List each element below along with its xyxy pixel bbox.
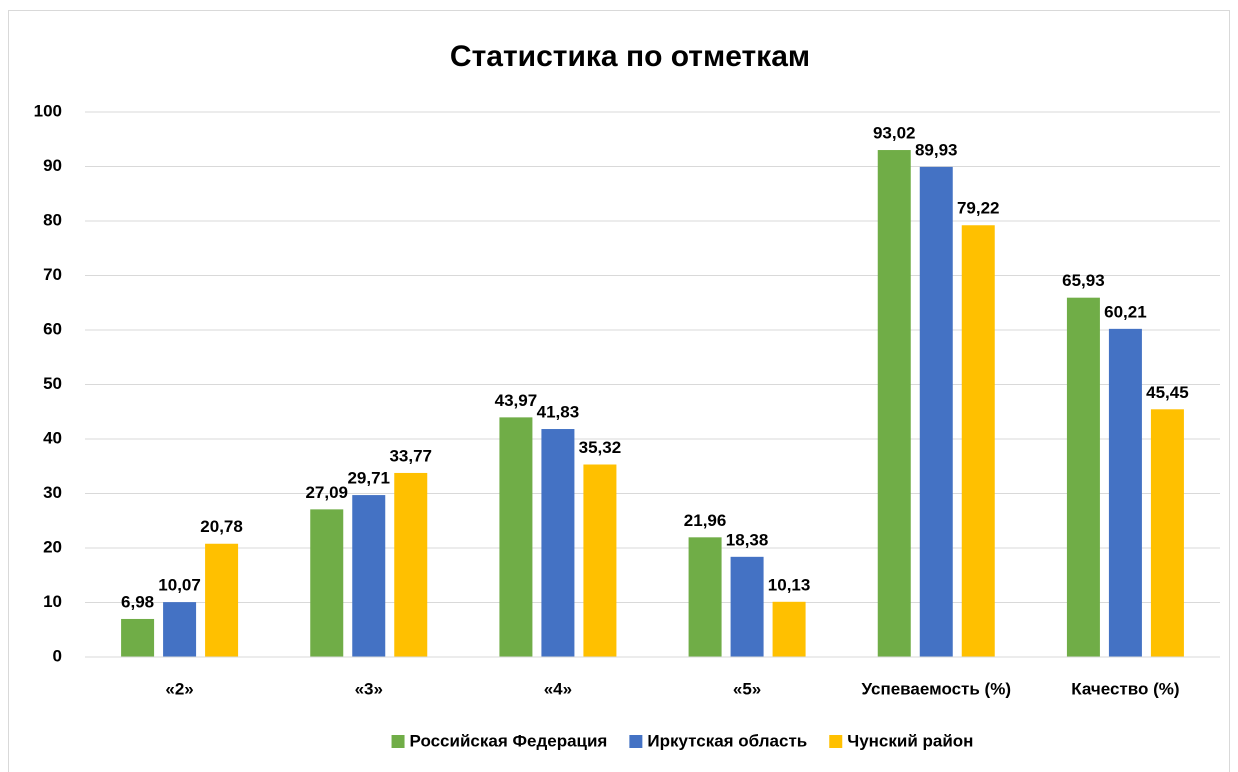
bar [1066,297,1100,657]
x-tick-label: «5» [733,679,761,698]
data-label: 20,78 [200,517,243,536]
data-label: 43,97 [495,391,538,410]
y-tick-label: 90 [43,156,62,175]
x-tick-label: «4» [544,679,572,698]
y-tick-label: 60 [43,319,62,338]
data-label: 10,13 [768,575,811,594]
y-tick-label: 70 [43,265,62,284]
bar [121,618,155,657]
data-label: 18,38 [726,530,769,549]
y-tick-label: 20 [43,537,62,556]
y-tick-label: 100 [34,101,62,120]
bar [877,150,911,657]
x-tick-label: Успеваемость (%) [862,679,1012,698]
bar [541,429,575,657]
data-label: 6,98 [121,592,154,611]
chart-title: Статистика по отметкам [450,40,810,73]
legend-swatch [829,735,843,748]
bar [310,509,344,657]
bar [688,537,722,657]
y-tick-label: 30 [43,483,62,502]
bar [583,464,617,657]
bar [205,543,239,657]
data-label: 10,07 [158,576,201,595]
y-tick-label: 0 [53,646,62,665]
bar [1108,328,1142,657]
y-tick-label: 40 [43,428,62,447]
y-tick-label: 80 [43,210,62,229]
data-label: 65,93 [1062,271,1105,290]
legend-swatch [391,735,405,748]
bar [772,601,806,657]
legend-swatch [629,735,643,748]
data-label: 33,77 [389,446,432,465]
data-label: 93,02 [873,124,916,143]
data-label: 41,83 [537,403,580,422]
legend-label: Чунский район [847,731,973,750]
data-label: 29,71 [347,469,390,488]
x-tick-label: «2» [165,679,193,698]
data-label: 45,45 [1146,383,1189,402]
bar [163,602,197,657]
data-label: 89,93 [915,140,958,159]
data-label: 27,09 [305,483,348,502]
bar [919,166,953,657]
bar [961,225,995,657]
y-tick-label: 50 [43,374,62,393]
data-label: 60,21 [1104,302,1147,321]
data-label: 79,22 [957,199,1000,218]
y-tick-label: 10 [43,592,62,611]
bar [730,556,764,657]
legend-label: Российская Федерация [410,731,608,750]
x-tick-label: «3» [355,679,383,698]
x-tick-label: Качество (%) [1071,679,1179,698]
bar [352,495,386,657]
chart-frame [8,10,1230,772]
legend-label: Иркутская область [647,731,807,750]
data-label: 21,96 [684,511,727,530]
bar [499,417,533,657]
data-label: 35,32 [579,438,622,457]
bar [1150,409,1184,657]
bar [394,472,428,657]
